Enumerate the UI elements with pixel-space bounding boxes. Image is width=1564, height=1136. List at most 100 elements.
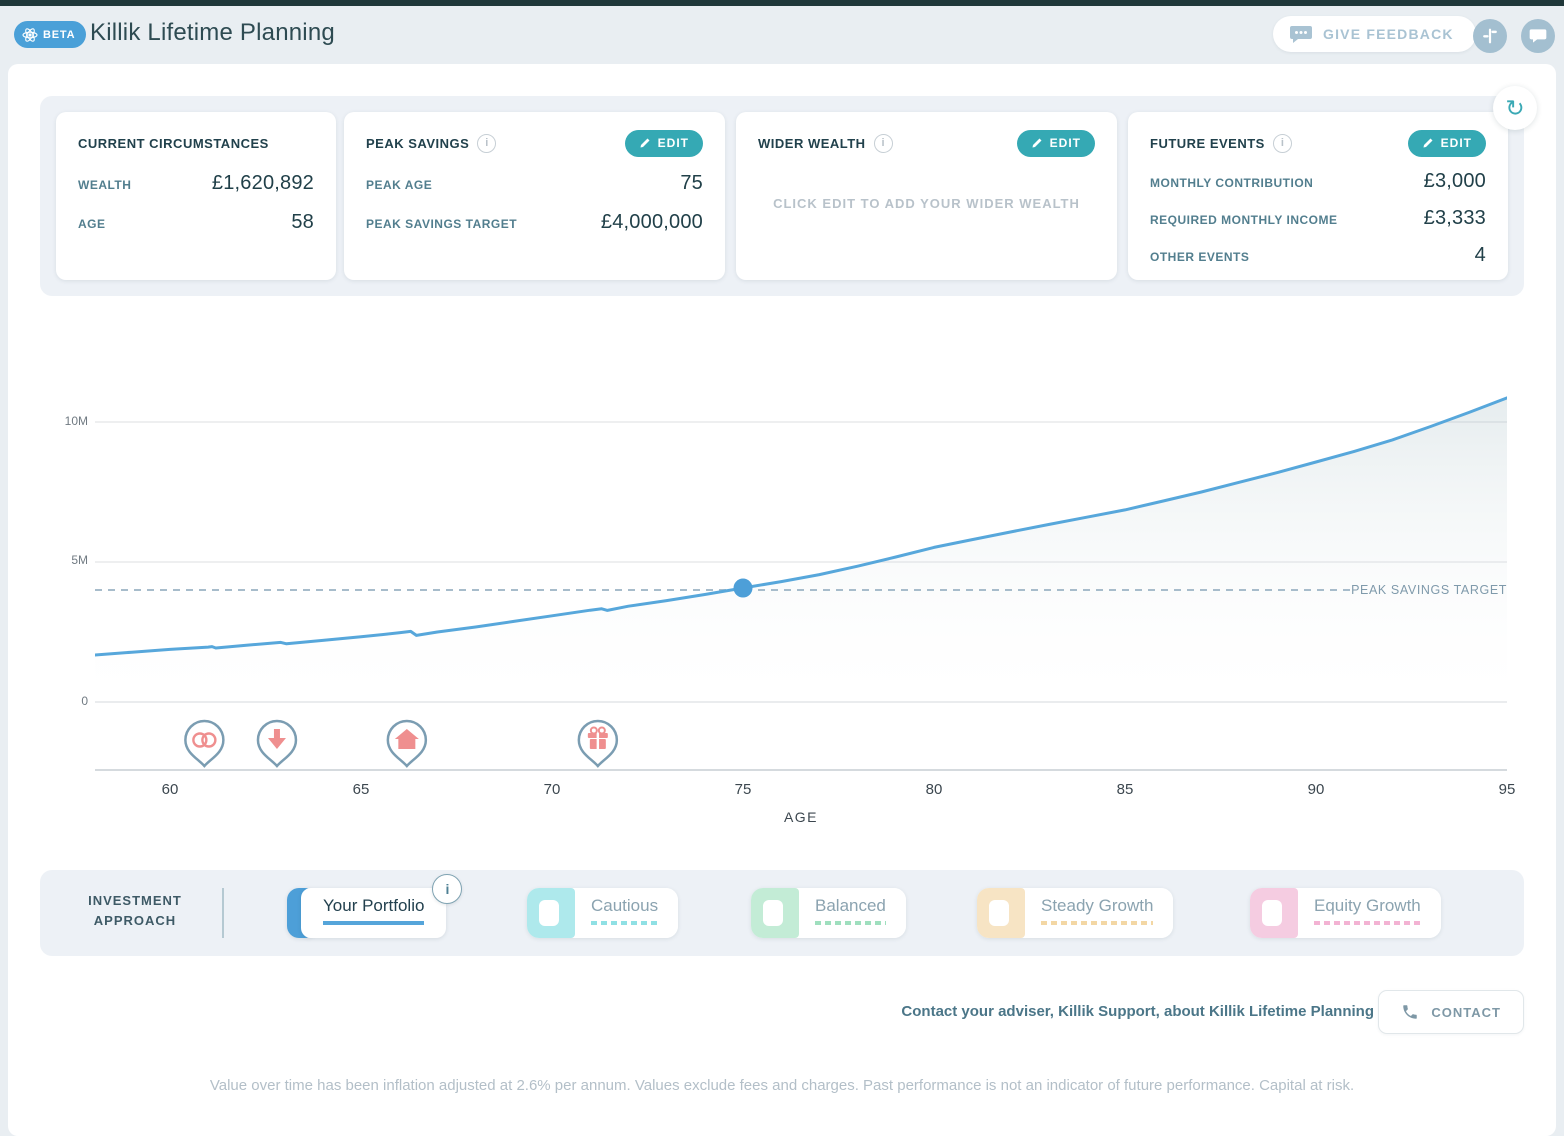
x-tick-label: 90 <box>1307 781 1325 798</box>
edit-future-events-button[interactable]: EDIT <box>1407 129 1486 157</box>
event-pin-house[interactable] <box>386 719 428 768</box>
page-title: Killik Lifetime Planning <box>90 19 335 46</box>
other-events-row: OTHER EVENTS 4 <box>1150 244 1486 267</box>
wealth-row: WEALTH £1,620,892 <box>78 172 314 195</box>
info-icon[interactable]: i <box>432 874 463 904</box>
age-value: 58 <box>291 211 314 233</box>
life-events-layer <box>184 719 619 768</box>
top-accent-bar <box>0 0 1564 6</box>
option-swatch <box>751 888 799 938</box>
peak-target-value: £4,000,000 <box>600 211 703 233</box>
edit-label: EDIT <box>1049 136 1081 150</box>
sliders-icon <box>1483 28 1497 44</box>
sliders-button[interactable] <box>1473 19 1507 53</box>
x-tick-label: 70 <box>543 781 561 798</box>
give-feedback-button[interactable]: GIVE FEEDBACK <box>1273 16 1476 52</box>
info-icon[interactable]: i <box>873 133 893 153</box>
swatch-inner-square <box>1262 900 1282 926</box>
chat-bubble-icon <box>1529 29 1547 43</box>
wider-wealth-placeholder: CLICK EDIT TO ADD YOUR WIDER WEALTH <box>773 196 1080 211</box>
contact-adviser-text: Contact your adviser, Killik Support, ab… <box>901 1003 1374 1020</box>
option-swatch <box>527 888 575 938</box>
monthly-contribution-label: MONTHLY CONTRIBUTION <box>1150 176 1314 190</box>
peak-savings-target-label: PEAK SAVINGS TARGET <box>1351 583 1507 597</box>
divider <box>222 888 224 938</box>
summary-cards-region: CURRENT CIRCUMSTANCES WEALTH £1,620,892 … <box>40 96 1524 296</box>
option-swatch <box>977 888 1025 938</box>
contact-button-label: CONTACT <box>1431 1004 1501 1020</box>
option-label: Balanced <box>815 896 886 915</box>
wealth-label: WEALTH <box>78 178 132 192</box>
y-tick-0: 0 <box>81 694 88 708</box>
disclaimer-text: Value over time has been inflation adjus… <box>209 1077 1355 1094</box>
contact-button[interactable]: CONTACT <box>1378 990 1524 1034</box>
refresh-icon: ↻ <box>1505 94 1525 121</box>
investment-option-equity-growth[interactable]: Equity Growth <box>1250 888 1441 938</box>
phone-icon <box>1403 1005 1418 1019</box>
wealth-projection-chart <box>95 396 1507 771</box>
pencil-icon <box>1032 138 1042 148</box>
y-tick-10m: 10M <box>64 414 88 428</box>
card-current-circumstances: CURRENT CIRCUMSTANCES WEALTH £1,620,892 … <box>56 112 336 280</box>
info-icon[interactable]: i <box>1272 133 1292 153</box>
option-swatch <box>1250 888 1298 938</box>
peak-target-row: PEAK SAVINGS TARGET £4,000,000 <box>366 211 703 234</box>
investment-option-your-portfolio[interactable]: Your Portfolio i <box>287 874 463 938</box>
x-tick-label: 80 <box>925 781 943 798</box>
swatch-inner-square <box>989 900 1009 926</box>
wealth-value: £1,620,892 <box>211 172 314 194</box>
option-label: Your Portfolio <box>323 896 425 915</box>
info-icon[interactable]: i <box>477 133 497 153</box>
investment-option-steady-growth[interactable]: Steady Growth <box>977 888 1174 938</box>
investment-approach-bar: INVESTMENT APPROACH Your Portfolio i Cauti… <box>40 870 1524 956</box>
peak-target-label: PEAK SAVINGS TARGET <box>366 217 518 231</box>
card-title: CURRENT CIRCUMSTANCES <box>78 135 269 151</box>
x-tick-label: 65 <box>352 781 370 798</box>
projection-area-fill <box>95 397 1507 702</box>
card-title: WIDER WEALTH <box>758 135 866 151</box>
x-tick-label: 60 <box>161 781 179 798</box>
card-wider-wealth: WIDER WEALTH i EDIT CLICK EDIT TO ADD YO… <box>736 112 1117 280</box>
give-feedback-label: GIVE FEEDBACK <box>1323 26 1454 42</box>
option-underline <box>1314 921 1421 925</box>
card-title: PEAK SAVINGS <box>366 135 470 151</box>
peak-age-value: 75 <box>680 172 703 194</box>
edit-peak-savings-button[interactable]: EDIT <box>624 129 703 157</box>
other-events-label: OTHER EVENTS <box>1150 250 1250 264</box>
edit-wider-wealth-button[interactable]: EDIT <box>1016 129 1095 157</box>
swatch-inner-square <box>763 900 783 926</box>
peak-age-marker[interactable] <box>733 578 753 598</box>
feedback-bubble-icon <box>1290 26 1312 43</box>
age-label: AGE <box>78 217 106 231</box>
beta-label: BETA <box>43 28 76 41</box>
card-title: FUTURE EVENTS <box>1150 135 1265 151</box>
wealth-projection-line <box>95 396 1507 657</box>
event-pin-rings[interactable] <box>184 719 225 768</box>
pencil-icon <box>1423 138 1433 148</box>
chat-button[interactable] <box>1521 19 1555 53</box>
atom-icon <box>22 27 38 42</box>
card-peak-savings: PEAK SAVINGS i EDIT PEAK AGE 75 PEAK SAV… <box>344 112 725 280</box>
option-underline <box>815 921 886 925</box>
x-axis-title: AGE <box>783 809 819 825</box>
option-underline <box>323 921 425 925</box>
investment-option-cautious[interactable]: Cautious <box>527 888 679 938</box>
x-tick-label: 95 <box>1498 781 1516 798</box>
other-events-value: 4 <box>1474 244 1486 266</box>
investment-option-balanced[interactable]: Balanced <box>751 888 906 938</box>
card-future-events: FUTURE EVENTS i EDIT MONTHLY CONTRIBUTIO… <box>1128 112 1508 280</box>
peak-age-label: PEAK AGE <box>366 178 433 192</box>
x-tick-label: 75 <box>734 781 752 798</box>
required-income-row: REQUIRED MONTHLY INCOME £3,333 <box>1150 207 1486 230</box>
x-axis-ticks: 60 65 70 75 80 85 90 95 <box>95 781 1516 801</box>
peak-age-row: PEAK AGE 75 <box>366 172 703 195</box>
event-pin-gift[interactable] <box>577 719 619 768</box>
refresh-button[interactable]: ↻ <box>1493 86 1537 130</box>
age-row: AGE 58 <box>78 211 314 234</box>
option-label: Equity Growth <box>1314 896 1421 915</box>
swatch-inner-square <box>539 900 559 926</box>
event-pin-arrow-down[interactable] <box>256 719 298 768</box>
y-tick-5m: 5M <box>71 553 88 567</box>
option-underline <box>591 921 659 925</box>
monthly-contribution-row: MONTHLY CONTRIBUTION £3,000 <box>1150 170 1486 193</box>
